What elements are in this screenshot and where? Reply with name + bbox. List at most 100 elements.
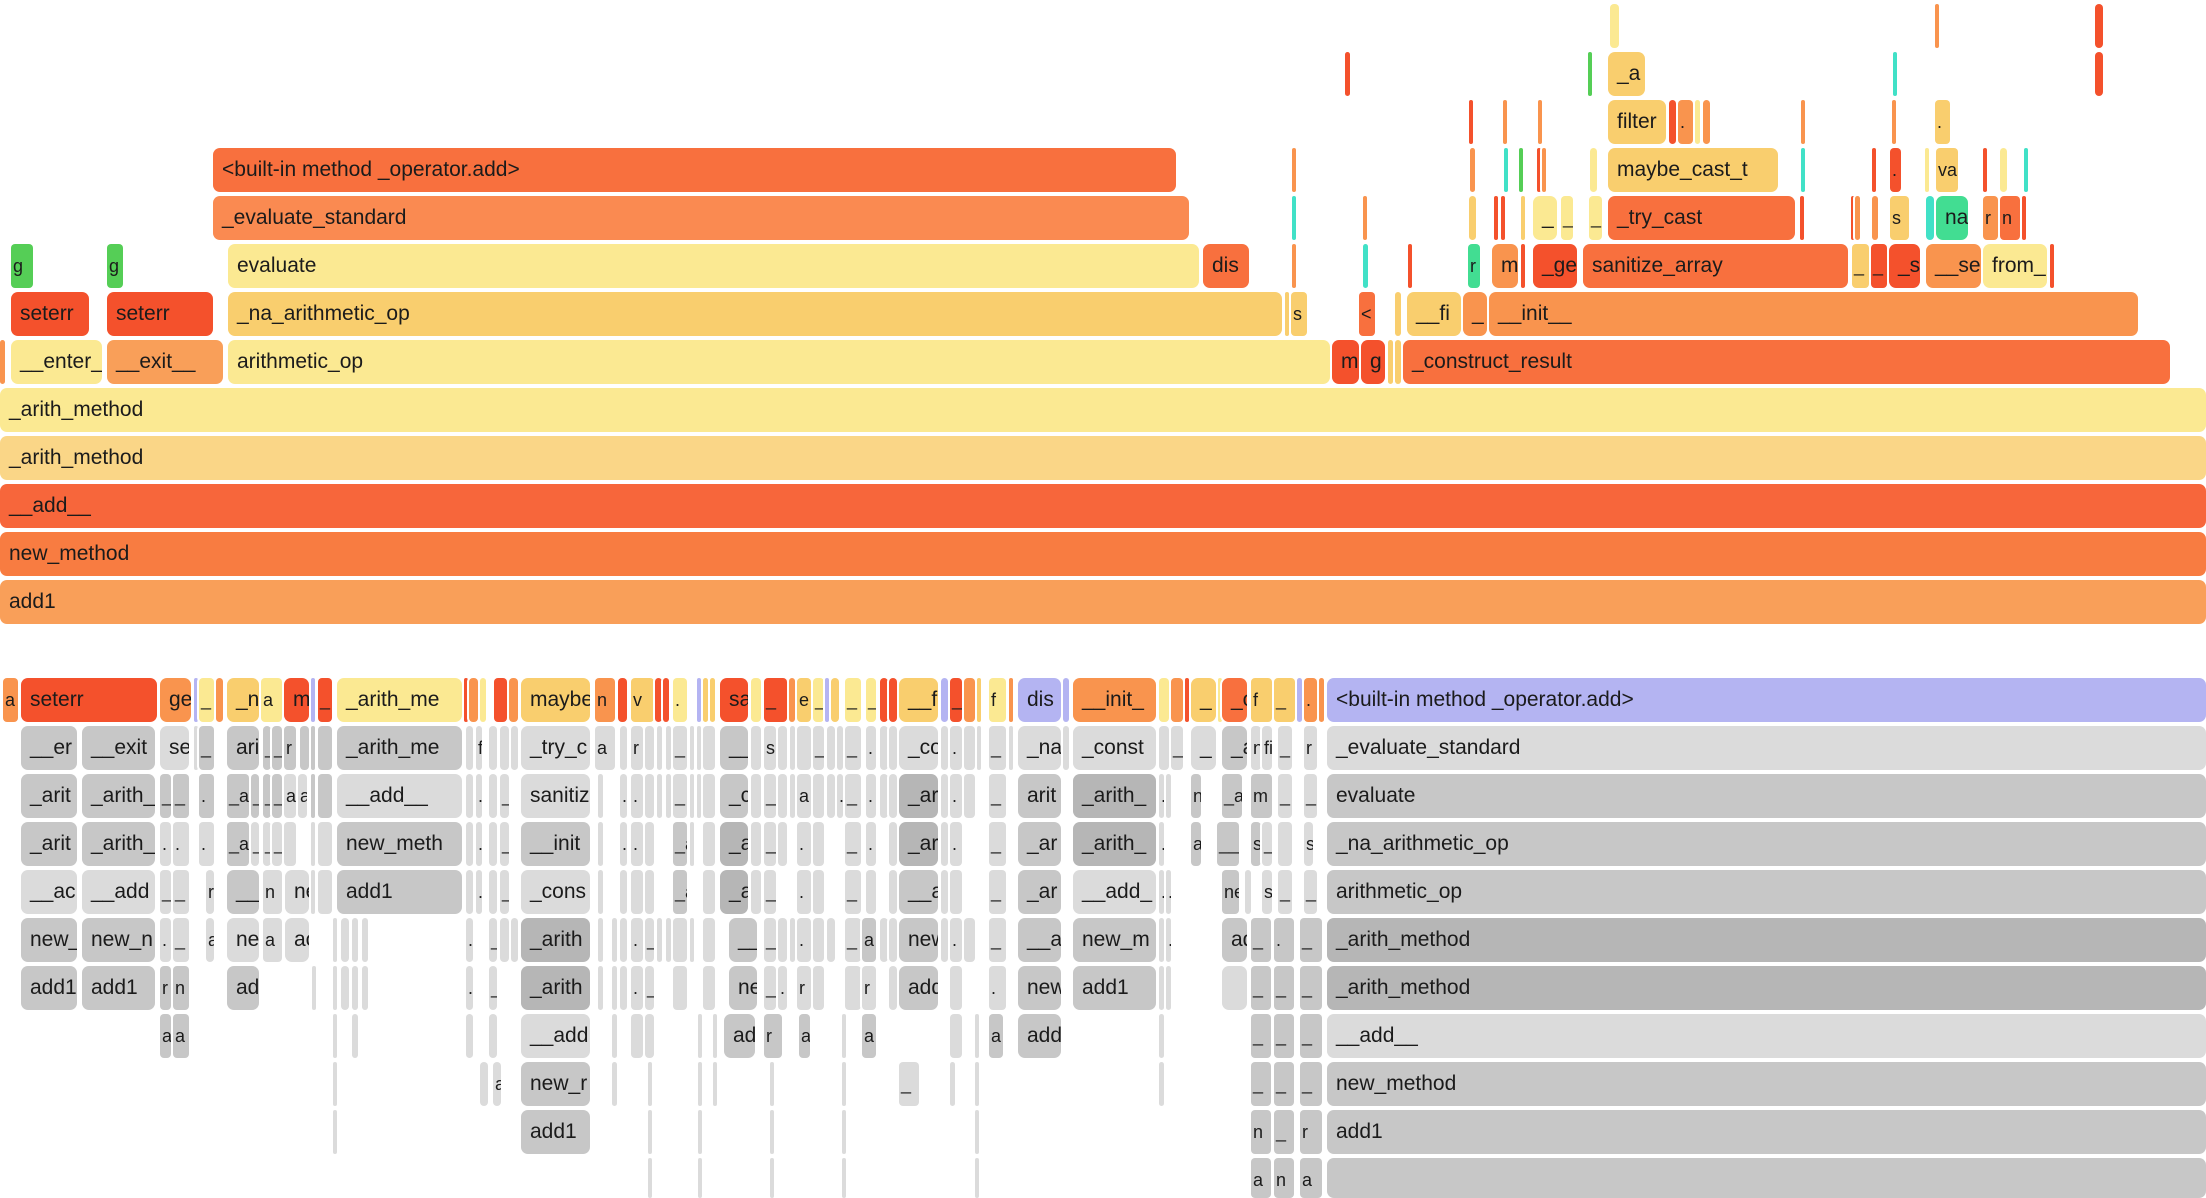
inverted-frame[interactable]: __ <box>720 726 748 770</box>
inverted-frame[interactable] <box>311 774 315 818</box>
flame-frame[interactable] <box>1469 196 1476 240</box>
inverted-frame[interactable]: r <box>284 726 296 770</box>
inverted-frame[interactable]: . <box>989 966 1006 1010</box>
inverted-frame[interactable] <box>778 918 787 962</box>
inverted-frame[interactable]: . <box>1166 918 1171 962</box>
inverted-frame[interactable] <box>710 678 715 722</box>
inverted-frame[interactable] <box>778 726 787 770</box>
inverted-frame[interactable] <box>751 678 761 722</box>
flame-frame[interactable] <box>1494 196 1498 240</box>
inverted-frame[interactable] <box>341 966 349 1010</box>
flame-frame[interactable] <box>1590 148 1597 192</box>
flame-frame[interactable]: _ <box>1589 196 1602 240</box>
inverted-frame[interactable]: _a <box>227 774 249 818</box>
inverted-frame[interactable] <box>312 966 316 1010</box>
inverted-frame[interactable] <box>975 1110 979 1154</box>
inverted-frame[interactable]: new_n <box>82 918 155 962</box>
inverted-frame[interactable] <box>950 1062 955 1106</box>
flame-frame[interactable] <box>1925 148 1929 192</box>
inverted-frame[interactable]: _ <box>764 966 776 1010</box>
inverted-frame[interactable]: __ <box>227 870 259 914</box>
inverted-frame[interactable]: _a <box>720 870 748 914</box>
flame-frame[interactable]: dis <box>1203 244 1249 288</box>
inverted-frame[interactable] <box>827 726 835 770</box>
inverted-frame[interactable] <box>341 918 349 962</box>
inverted-frame[interactable]: _ <box>1304 870 1317 914</box>
inverted-frame[interactable]: _cons <box>521 870 590 914</box>
inverted-frame[interactable]: . <box>1166 870 1171 914</box>
inverted-frame[interactable]: r <box>1304 726 1317 770</box>
inverted-frame[interactable] <box>489 726 497 770</box>
inverted-frame[interactable]: _ <box>1274 678 1295 722</box>
inverted-frame[interactable] <box>469 678 478 722</box>
inverted-frame[interactable]: . <box>950 918 962 962</box>
inverted-frame[interactable] <box>842 1158 846 1198</box>
inverted-frame[interactable]: _ <box>500 774 509 818</box>
inverted-frame[interactable] <box>655 678 662 722</box>
inverted-frame[interactable]: _ <box>1251 918 1271 962</box>
inverted-frame[interactable]: _ <box>989 774 1006 818</box>
inverted-frame[interactable] <box>697 726 701 770</box>
inverted-frame[interactable] <box>889 678 897 722</box>
flame-frame[interactable] <box>2000 148 2007 192</box>
inverted-frame[interactable] <box>813 822 824 866</box>
flame-frame[interactable]: seterr <box>11 292 89 336</box>
inverted-frame[interactable]: _arith <box>521 918 590 962</box>
flame-frame[interactable]: _ <box>1871 244 1887 288</box>
inverted-frame[interactable] <box>698 1158 702 1198</box>
inverted-frame[interactable] <box>1063 726 1069 770</box>
inverted-frame[interactable]: se <box>160 726 189 770</box>
flame-frame[interactable] <box>1872 196 1878 240</box>
inverted-frame[interactable] <box>813 870 824 914</box>
inverted-frame[interactable]: _ <box>160 870 171 914</box>
inverted-frame[interactable] <box>500 726 509 770</box>
flame-frame[interactable] <box>1363 244 1368 288</box>
inverted-frame[interactable] <box>813 966 824 1010</box>
flame-frame[interactable] <box>1851 196 1855 240</box>
inverted-frame[interactable]: a <box>595 726 615 770</box>
inverted-frame[interactable]: s <box>1251 822 1261 866</box>
inverted-frame[interactable] <box>789 678 795 722</box>
inverted-frame[interactable]: _ <box>263 726 271 770</box>
inverted-frame[interactable] <box>975 1158 979 1198</box>
flame-frame[interactable]: __se <box>1926 244 1981 288</box>
flame-frame[interactable]: < <box>1359 292 1375 336</box>
flame-frame[interactable] <box>1703 100 1710 144</box>
inverted-frame[interactable] <box>713 1062 717 1106</box>
flame-frame[interactable] <box>1345 52 1350 96</box>
inverted-frame[interactable]: n <box>263 870 282 914</box>
inverted-frame[interactable]: _ <box>1274 966 1294 1010</box>
inverted-frame[interactable]: _a <box>272 726 282 770</box>
inverted-frame[interactable] <box>889 870 897 914</box>
inverted-frame[interactable] <box>1297 678 1302 722</box>
inverted-frame[interactable]: _ <box>1251 966 1271 1010</box>
inverted-frame[interactable] <box>703 966 715 1010</box>
inverted-frame[interactable]: _ <box>764 774 776 818</box>
flame-frame[interactable]: __enter__ <box>11 340 102 384</box>
flame-frame[interactable]: r <box>1468 244 1480 288</box>
inverted-frame[interactable]: . <box>160 822 171 866</box>
flame-frame[interactable] <box>2024 148 2028 192</box>
inverted-frame[interactable] <box>648 1062 652 1106</box>
flame-frame[interactable]: maybe_cast_t <box>1608 148 1778 192</box>
inverted-frame[interactable] <box>703 822 715 866</box>
inverted-frame[interactable]: _arith_me <box>337 678 462 722</box>
flame-frame[interactable]: _na_arithmetic_op <box>228 292 1282 336</box>
inverted-frame[interactable] <box>648 1158 652 1198</box>
inverted-frame[interactable] <box>657 918 662 962</box>
inverted-frame[interactable] <box>889 822 897 866</box>
inverted-frame[interactable]: a <box>263 918 282 962</box>
flame-frame[interactable]: n <box>2000 196 2020 240</box>
flame-frame[interactable]: add1 <box>0 580 2206 624</box>
inverted-frame[interactable] <box>598 774 603 818</box>
inverted-frame[interactable]: _arith_ <box>1073 822 1156 866</box>
inverted-frame[interactable] <box>889 774 897 818</box>
inverted-frame[interactable]: add <box>899 966 938 1010</box>
inverted-frame[interactable] <box>631 1014 643 1058</box>
inverted-frame[interactable] <box>1327 1158 2206 1198</box>
inverted-frame[interactable] <box>311 822 315 866</box>
inverted-frame[interactable] <box>318 870 332 914</box>
inverted-frame[interactable]: a <box>1191 822 1201 866</box>
inverted-frame[interactable] <box>770 1110 774 1154</box>
inverted-frame[interactable]: arit <box>1018 774 1061 818</box>
